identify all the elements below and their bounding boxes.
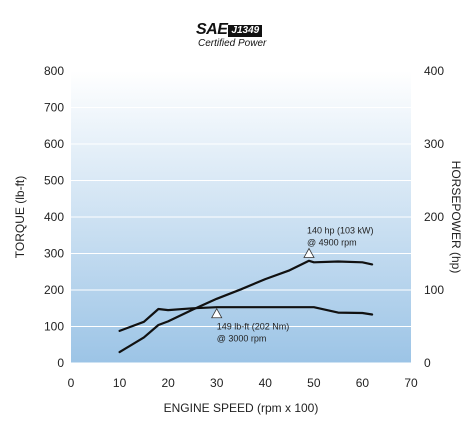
annotation-label: @ 4900 rpm	[307, 238, 357, 248]
y-left-tick-label: 300	[44, 247, 64, 261]
torque-series-line	[118, 306, 374, 332]
x-axis-title: ENGINE SPEED (rpm x 100)	[164, 401, 319, 415]
y-right-tick-label: 400	[424, 64, 444, 78]
grid-lines	[71, 70, 411, 364]
data-series	[118, 259, 374, 354]
x-tick-labels: 0 10 20 30 40 50 60 70	[68, 376, 418, 390]
y-right-tick-label: 200	[424, 210, 444, 224]
y-left-tick-label: 800	[44, 64, 64, 78]
annotation-marker	[211, 307, 223, 319]
x-tick-label: 60	[356, 376, 370, 390]
x-tick-label: 0	[68, 376, 75, 390]
y-left-tick-label: 500	[44, 174, 64, 188]
y-right-tick-label: 0	[424, 356, 431, 370]
x-tick-label: 40	[259, 376, 273, 390]
y-axis-left-title: TORQUE (lb-ft)	[13, 176, 27, 258]
y-left-tick-label: 0	[57, 356, 64, 370]
sae-logo-standard: J1349	[228, 25, 263, 37]
x-tick-label: 30	[210, 376, 224, 390]
annotations: 140 hp (103 kW) @ 4900 rpm 149 lb-ft (202 …	[211, 226, 374, 344]
y-left-tick-label: 600	[44, 137, 64, 151]
x-tick-label: 10	[113, 376, 127, 390]
y-right-tick-label: 100	[424, 283, 444, 297]
x-tick-label: 50	[307, 376, 321, 390]
y-right-tick-labels: 0 100 200 300 400	[424, 64, 444, 370]
y-left-tick-labels: 0 100 200 300 400 500 600 700 800	[44, 64, 64, 370]
y-left-tick-label: 200	[44, 283, 64, 297]
horsepower-series-line	[118, 259, 374, 354]
sae-logo-mark: SAE	[196, 21, 228, 38]
y-left-tick-label: 100	[44, 320, 64, 334]
annotation-label: @ 3000 rpm	[217, 334, 267, 344]
y-left-tick-label: 400	[44, 210, 64, 224]
annotation-label: 140 hp (103 kW)	[307, 226, 374, 236]
annotation-marker	[303, 247, 315, 258]
y-axis-right-title: HORSEPOWER (hp)	[449, 161, 463, 274]
y-right-tick-label: 300	[424, 137, 444, 151]
y-left-tick-label: 700	[44, 101, 64, 115]
annotation-label: 149 lb-ft (202 Nm)	[217, 322, 290, 332]
sae-logo: SAE J1349 Certified Power	[196, 22, 286, 52]
sae-logo-subtitle: Certified Power	[198, 38, 267, 49]
x-tick-label: 20	[161, 376, 175, 390]
x-tick-label: 70	[404, 376, 418, 390]
